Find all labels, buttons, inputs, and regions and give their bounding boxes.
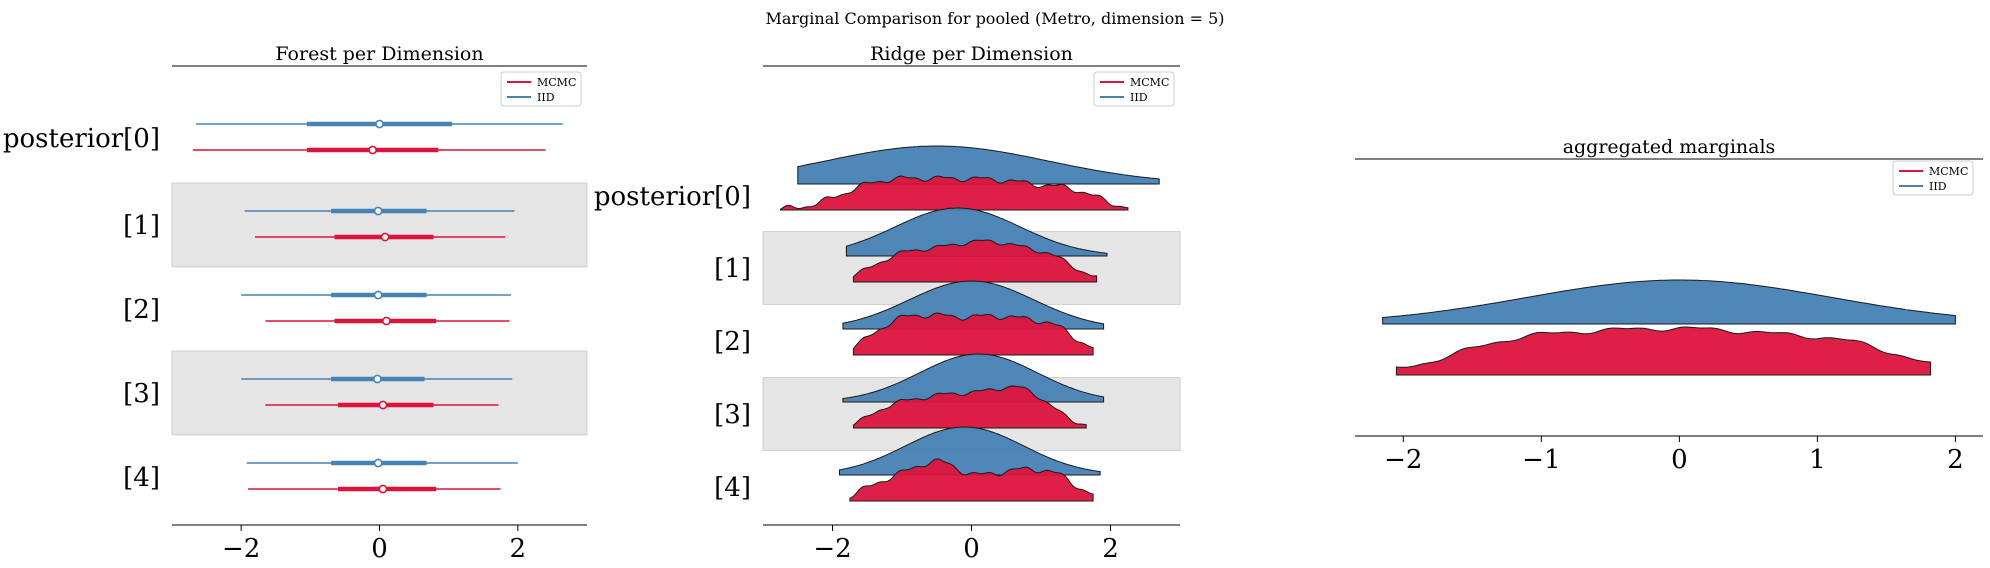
y-tick-label: [3] (123, 379, 160, 409)
x-tick-label: −2 (222, 534, 260, 564)
legend-label: MCMC (1130, 76, 1169, 89)
y-tick-label: [3] (714, 400, 751, 430)
mcmc-ridge (852, 312, 1094, 356)
y-tick-label: [2] (123, 295, 160, 325)
x-tick-label: 1 (1809, 445, 1826, 475)
legend-label: IID (1130, 91, 1148, 104)
panel-title: Forest per Dimension (275, 43, 483, 65)
legend-label: IID (537, 91, 555, 104)
y-tick-label: [1] (714, 254, 751, 284)
median-point (373, 458, 383, 468)
mcmc-ridge (849, 458, 1094, 502)
median-point (373, 290, 383, 300)
x-tick-label: 0 (371, 534, 388, 564)
iid-ridge (842, 353, 1105, 403)
y-tick-label: [2] (714, 327, 751, 357)
x-tick-label: 2 (510, 534, 527, 564)
x-tick-label: 0 (1671, 445, 1688, 475)
median-point (382, 316, 391, 326)
median-point (375, 119, 384, 129)
iid-ridge (797, 145, 1160, 185)
mcmc-ridge (1395, 326, 1932, 376)
figure-suptitle: Marginal Comparison for pooled (Metro, d… (765, 9, 1224, 28)
iid-ridge (845, 207, 1108, 257)
x-tick-label: −2 (1384, 445, 1422, 475)
x-tick-label: 0 (963, 534, 980, 564)
legend-label: MCMC (1929, 165, 1968, 178)
median-point (378, 484, 388, 494)
median-point (378, 400, 388, 410)
aggregated-panel: aggregated marginals −2 −1 0 1 2 MCMC IID (1355, 136, 1983, 475)
mcmc-ridge (852, 239, 1098, 283)
iid-ridge (1382, 279, 1956, 325)
y-tick-label: [4] (714, 473, 751, 503)
panel-title: aggregated marginals (1563, 136, 1776, 158)
y-tick-label: posterior[0] (3, 124, 160, 154)
y-tick-label: [4] (123, 463, 160, 493)
median-point (380, 232, 390, 242)
y-tick-label: posterior[0] (594, 182, 751, 212)
ridge-panel: Ridge per Dimension −2 0 2 posterior[0] [1] [2… (594, 43, 1181, 564)
mcmc-ridge (779, 175, 1129, 211)
median-point (373, 206, 383, 216)
legend-label: MCMC (537, 76, 576, 89)
x-tick-label: −1 (1522, 445, 1560, 475)
median-point (368, 145, 377, 155)
shaded-band (171, 182, 588, 268)
legend-label: IID (1929, 180, 1947, 193)
forest-panel: Forest per Dimension −2 0 2 posterior[0] [1] [… (3, 43, 588, 564)
panel-title: Ridge per Dimension (870, 43, 1073, 65)
x-tick-label: 2 (1102, 534, 1119, 564)
shaded-band (171, 350, 588, 436)
x-tick-label: 2 (1947, 445, 1964, 475)
x-tick-label: −2 (813, 534, 851, 564)
iid-ridge (839, 426, 1101, 476)
mcmc-ridge (852, 385, 1087, 429)
median-point (373, 374, 382, 384)
y-tick-label: [1] (123, 211, 160, 241)
